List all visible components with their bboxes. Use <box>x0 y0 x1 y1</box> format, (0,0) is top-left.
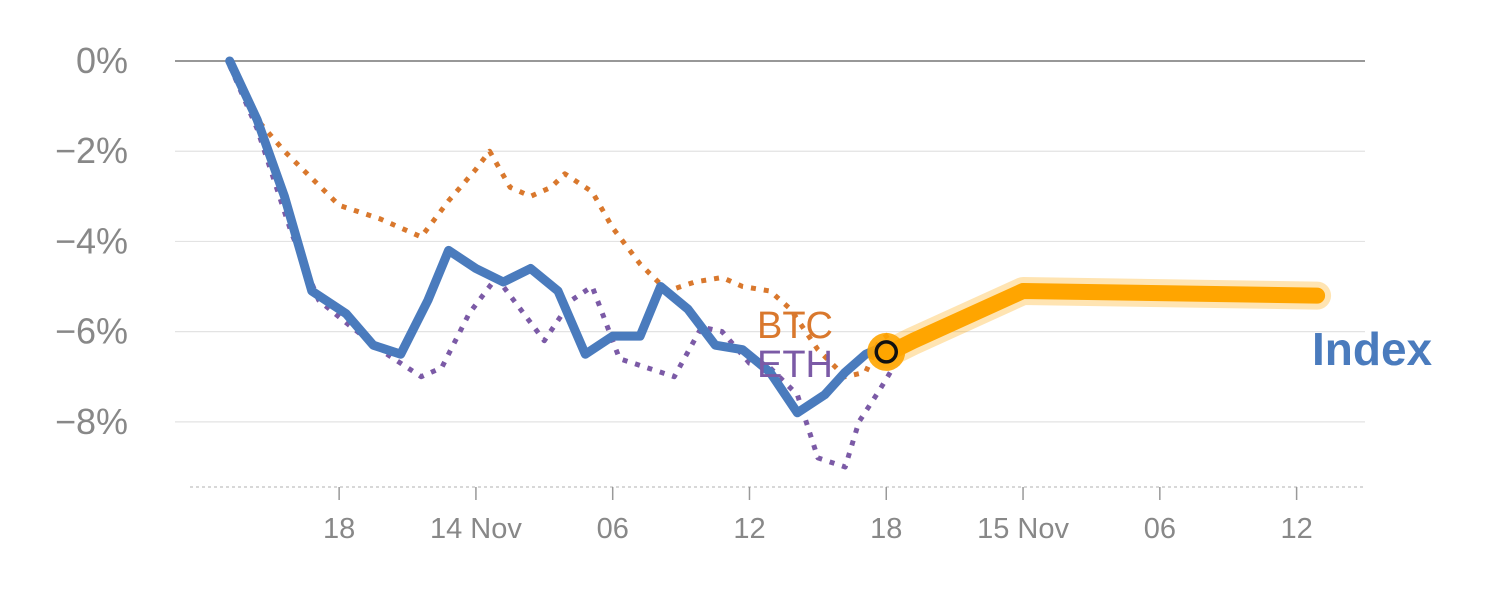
x-tick-label: 06 <box>597 513 629 545</box>
gridlines <box>175 60 1365 423</box>
x-tick-label: 15 Nov <box>977 513 1069 545</box>
x-tick-label: 12 <box>733 513 765 545</box>
series-lines <box>225 56 1332 470</box>
y-tick-label: −4% <box>55 220 128 261</box>
eth-label: ETH <box>757 344 833 386</box>
y-tick-label: −6% <box>55 311 128 352</box>
y-tick-label: 0% <box>76 40 128 81</box>
x-tick-label: 12 <box>1280 513 1312 545</box>
y-tick-label: −8% <box>55 401 128 442</box>
x-axis: 18 14 Nov 06 12 18 15 Nov 06 12 <box>190 486 1365 545</box>
btc-line <box>227 64 895 380</box>
current-point-marker <box>867 332 906 371</box>
x-tick-label: 06 <box>1144 513 1176 545</box>
index-label: Index <box>1312 323 1433 375</box>
y-axis: 0% −2% −4% −6% −8% <box>55 40 128 442</box>
marker-halo <box>867 332 906 371</box>
marker-dot <box>874 340 899 364</box>
btc-label: BTC <box>757 305 833 347</box>
y-tick-label: −2% <box>55 130 128 171</box>
x-tick-label: 18 <box>323 513 355 545</box>
index-line <box>225 56 891 418</box>
x-tick-label: 18 <box>870 513 902 545</box>
x-tick-label: 14 Nov <box>430 513 522 545</box>
